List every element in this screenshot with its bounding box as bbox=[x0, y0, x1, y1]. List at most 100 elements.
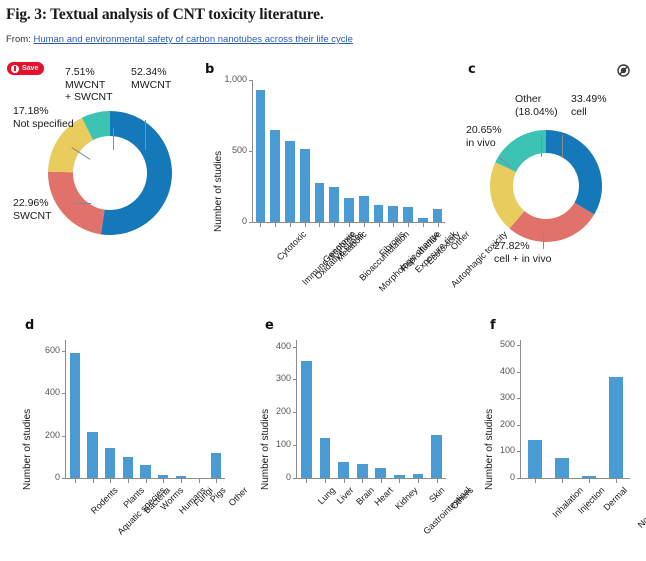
bar-fibrosis bbox=[358, 196, 369, 222]
y-tick-label: 200 bbox=[275, 406, 291, 417]
bar-not-classified bbox=[609, 377, 624, 478]
x-tick-mark bbox=[163, 479, 165, 483]
donut-c-label-in-vivo: 20.65% in vivo bbox=[466, 124, 502, 149]
x-axis-line-d bbox=[65, 478, 225, 479]
y-tick-mark bbox=[517, 398, 521, 400]
y-tick-mark bbox=[517, 451, 521, 453]
chart-panel-d: Number of studies 0 200 400 600 Rodents Aqua… bbox=[10, 330, 250, 545]
bar-genotoxic bbox=[299, 148, 310, 222]
y-tick-label: 0 bbox=[241, 216, 247, 226]
y-tick-label: 300 bbox=[499, 392, 515, 403]
x-tick-mark bbox=[378, 223, 380, 227]
donut-slice-mwcnt bbox=[100, 111, 172, 235]
x-tick-mark bbox=[418, 479, 420, 483]
bar-morphologic-change bbox=[344, 198, 354, 222]
x-tick-mark bbox=[319, 223, 321, 227]
x-tick-mark bbox=[260, 223, 262, 227]
x-tick-mark bbox=[343, 479, 345, 483]
donut-a-label-mwcnt-swcnt: 7.51% MWCNT + SWCNT bbox=[65, 66, 113, 103]
x-tick-mark bbox=[616, 479, 618, 483]
bar-immune-response bbox=[270, 129, 280, 222]
y-tick-label: 500 bbox=[499, 339, 515, 350]
x-axis-label: Not classified bbox=[636, 485, 646, 530]
bar-fungi bbox=[175, 476, 187, 478]
x-tick-mark bbox=[362, 479, 364, 483]
x-tick-mark bbox=[436, 479, 438, 483]
x-axis-label: Dermal bbox=[601, 485, 630, 513]
bar-skin bbox=[412, 473, 424, 478]
leader-line-swcnt bbox=[74, 203, 91, 204]
pinterest-save-icon bbox=[11, 64, 19, 73]
x-tick-mark bbox=[275, 223, 277, 227]
chart-panel-f: Number of studies 0 100 200 300 400 500 Inhal… bbox=[472, 330, 646, 545]
x-axis-label: Kidney bbox=[392, 485, 420, 512]
y-tick-mark bbox=[293, 412, 297, 414]
y-tick-label: 300 bbox=[275, 373, 291, 384]
y-axis-line-e bbox=[296, 340, 297, 478]
bar-aquatic-species bbox=[87, 431, 98, 478]
x-axis-line-b bbox=[252, 222, 445, 223]
donut-chart-c bbox=[490, 130, 602, 242]
x-tick-mark bbox=[289, 223, 291, 227]
bar-lung bbox=[300, 361, 312, 478]
y-tick-label: 100 bbox=[275, 439, 291, 450]
y-tick-label: 400 bbox=[499, 365, 515, 376]
y-tick-mark bbox=[293, 379, 297, 381]
x-tick-mark bbox=[399, 479, 401, 483]
chart-panel-a bbox=[0, 58, 200, 268]
x-axis-label: Liver bbox=[334, 485, 356, 506]
y-axis-line-f bbox=[520, 340, 521, 478]
x-tick-mark bbox=[380, 479, 382, 483]
leader-line-cell-in-vivo bbox=[543, 233, 544, 249]
source-article-link[interactable]: Human and environmental safety of carbon… bbox=[33, 34, 353, 45]
y-tick-mark bbox=[62, 350, 66, 352]
y-axis-line-b bbox=[252, 80, 253, 222]
bar-reproductive bbox=[373, 204, 384, 222]
page-title: Fig. 3: Textual analysis of CNT toxicity… bbox=[6, 6, 324, 23]
donut-slice-cell bbox=[546, 130, 602, 215]
x-tick-mark bbox=[145, 479, 147, 483]
y-tick-label: 0 bbox=[54, 472, 60, 482]
plot-area-d bbox=[66, 340, 225, 478]
donut-a-label-swcnt: 22.96% SWCNT bbox=[13, 197, 52, 222]
bar-humans bbox=[157, 475, 169, 478]
x-tick-mark bbox=[393, 223, 395, 227]
save-button-label: Save bbox=[22, 65, 39, 72]
bar-cytotoxic bbox=[255, 89, 266, 222]
x-axis-label: Rodents bbox=[88, 485, 120, 516]
plot-area-e bbox=[297, 340, 446, 478]
bar-bacteria bbox=[122, 457, 134, 478]
x-axis-label: Skin bbox=[427, 485, 447, 505]
bar-heart bbox=[356, 464, 368, 478]
bar-plants bbox=[104, 448, 116, 478]
y-tick-mark bbox=[517, 371, 521, 373]
x-tick-mark bbox=[306, 479, 308, 483]
y-tick-mark bbox=[517, 345, 521, 347]
donut-slice-cell-in-vivo bbox=[509, 202, 595, 242]
bar-worms bbox=[140, 465, 151, 478]
donut-slice-in-vivo bbox=[490, 162, 525, 229]
x-tick-mark bbox=[127, 479, 129, 483]
leader-line-mwcnt bbox=[145, 120, 146, 150]
x-tick-mark bbox=[216, 479, 218, 483]
from-label: From: bbox=[6, 34, 31, 45]
x-axis-line-e bbox=[296, 478, 446, 479]
y-tick-label: 100 bbox=[499, 445, 515, 456]
y-tick-mark bbox=[517, 424, 521, 426]
x-tick-mark bbox=[363, 223, 365, 227]
donut-slice-not-specified bbox=[48, 117, 94, 173]
y-tick-label: 200 bbox=[499, 418, 515, 429]
bar-other bbox=[210, 452, 222, 478]
donut-a-label-mwcnt: 52.34% MWCNT bbox=[131, 66, 172, 91]
save-button[interactable]: Save bbox=[7, 62, 45, 75]
x-tick-mark bbox=[304, 223, 306, 227]
leader-line-cell bbox=[562, 135, 563, 157]
panel-letter-e: e bbox=[265, 318, 274, 333]
chart-panel-b: Number of studies 0 500 1,000 Cytotoxic Imm… bbox=[200, 72, 509, 293]
x-tick-mark bbox=[349, 223, 350, 227]
bar-others bbox=[431, 435, 443, 478]
y-tick-mark bbox=[517, 478, 521, 479]
y-tick-mark bbox=[249, 80, 253, 81]
chart-panel-c bbox=[450, 95, 646, 280]
x-tick-mark bbox=[534, 479, 536, 483]
